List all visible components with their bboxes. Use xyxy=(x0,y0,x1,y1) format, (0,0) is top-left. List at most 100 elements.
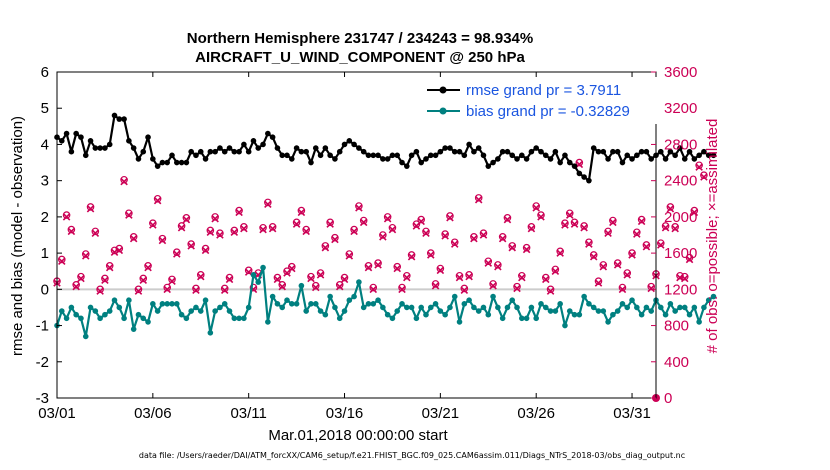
bias-point xyxy=(533,315,539,322)
bias-point xyxy=(562,322,568,329)
rmse-point xyxy=(289,156,295,162)
rmse-point xyxy=(499,148,506,155)
obs-possible-point xyxy=(292,218,301,227)
legend-bias-label: bias grand pr = -0.32829 xyxy=(466,103,630,120)
obs-assimilated-point xyxy=(690,208,699,217)
obs-assimilated-point xyxy=(441,232,449,240)
obs-possible-point xyxy=(417,215,425,224)
bias-point xyxy=(389,315,396,322)
obs-possible-point xyxy=(168,275,176,284)
bias-point xyxy=(576,311,583,318)
rmse-point xyxy=(236,148,242,155)
obs-possible-point xyxy=(297,206,306,215)
obs-assimilated-point xyxy=(321,243,330,252)
obs-possible-point xyxy=(700,171,708,180)
obs-assimilated-point xyxy=(685,255,694,264)
bias-point xyxy=(499,315,506,322)
rmse-point xyxy=(87,138,94,144)
rmse-point xyxy=(466,141,472,148)
y2-axis-label: # of obs: o=possible; ×=assimilated xyxy=(704,119,721,354)
bias-point xyxy=(466,297,472,304)
bias-point xyxy=(504,304,511,311)
obs-possible-point xyxy=(153,194,162,203)
obs-possible-point xyxy=(240,223,248,231)
obs-possible-point xyxy=(527,223,536,231)
y-axis-label: rmse and bias (model - observation) xyxy=(9,116,26,356)
obs-assimilated-point xyxy=(657,241,665,249)
obs-assimilated-point xyxy=(312,283,320,292)
obs-possible-point xyxy=(446,212,454,220)
obs-possible-point xyxy=(484,257,493,266)
bias-point xyxy=(447,304,453,311)
bias-point xyxy=(480,304,487,311)
bias-point xyxy=(677,304,683,311)
obs-possible-point xyxy=(666,203,675,211)
y2-tick-label: 2800 xyxy=(664,136,697,153)
rmse-point xyxy=(284,152,290,159)
rmse-point xyxy=(202,156,209,162)
bias-point xyxy=(413,315,420,322)
rmse-point xyxy=(475,145,482,151)
rmse-point xyxy=(638,148,645,155)
y-tick-label: 3 xyxy=(41,173,49,190)
rmse-point xyxy=(82,152,89,159)
obs-assimilated-point xyxy=(633,230,641,238)
obs-assimilated-point xyxy=(110,248,119,256)
obs-assimilated-point xyxy=(522,245,531,254)
obs-possible-point xyxy=(628,249,636,257)
obs-assimilated-point xyxy=(695,163,703,171)
bias-point xyxy=(710,293,717,300)
rmse-point xyxy=(581,174,587,180)
obs-possible-point xyxy=(259,223,267,232)
rmse-point xyxy=(605,156,611,162)
bias-point xyxy=(365,301,372,307)
obs-assimilated-point xyxy=(642,243,651,251)
bias-point xyxy=(317,308,324,314)
obs-assimilated-point xyxy=(240,224,248,233)
bias-point xyxy=(595,308,602,314)
obs-assimilated-point xyxy=(369,285,378,294)
rmse-point xyxy=(701,148,707,155)
bias-point xyxy=(356,279,362,285)
bias-point xyxy=(423,311,429,318)
obs-assimilated-point xyxy=(201,246,210,255)
rmse-point xyxy=(648,156,655,162)
bias-point xyxy=(121,315,127,322)
obs-assimilated-point xyxy=(623,271,632,279)
bias-point xyxy=(380,304,386,311)
rmse-point xyxy=(595,148,602,155)
obs-possible-point xyxy=(192,284,200,293)
obs-possible-point xyxy=(474,194,483,202)
obs-assimilated-point xyxy=(187,242,195,250)
legend-bias-marker xyxy=(439,107,447,115)
obs-assimilated-point xyxy=(431,281,440,290)
obs-assimilated-point xyxy=(182,215,191,224)
x-tick-label: 03/26 xyxy=(517,405,555,422)
rmse-point xyxy=(408,152,415,159)
obs-possible-point xyxy=(546,285,555,294)
obs-possible-point xyxy=(235,206,243,215)
rmse-point xyxy=(365,152,372,159)
obs-possible-point xyxy=(532,202,541,210)
obs-possible-point xyxy=(340,273,349,282)
obs-assimilated-point xyxy=(220,286,229,295)
obs-assimilated-point xyxy=(379,233,387,241)
obs-possible-point xyxy=(522,243,531,252)
bias-point xyxy=(63,315,70,322)
bias-point xyxy=(298,282,305,289)
rmse-point xyxy=(519,152,525,159)
obs-assimilated-point xyxy=(235,208,243,217)
obs-assimilated-point xyxy=(216,231,224,239)
rmse-point xyxy=(217,145,223,151)
obs-assimilated-point xyxy=(120,177,128,186)
bias-point xyxy=(202,297,209,304)
obs-possible-point xyxy=(57,255,66,264)
obs-possible-point xyxy=(470,233,478,241)
obs-assimilated-point xyxy=(680,274,689,283)
obs-possible-point xyxy=(273,273,282,282)
rmse-point xyxy=(370,152,377,159)
obs-assimilated-point xyxy=(398,285,406,294)
bias-point xyxy=(255,279,262,285)
obs-possible-point xyxy=(364,261,373,270)
